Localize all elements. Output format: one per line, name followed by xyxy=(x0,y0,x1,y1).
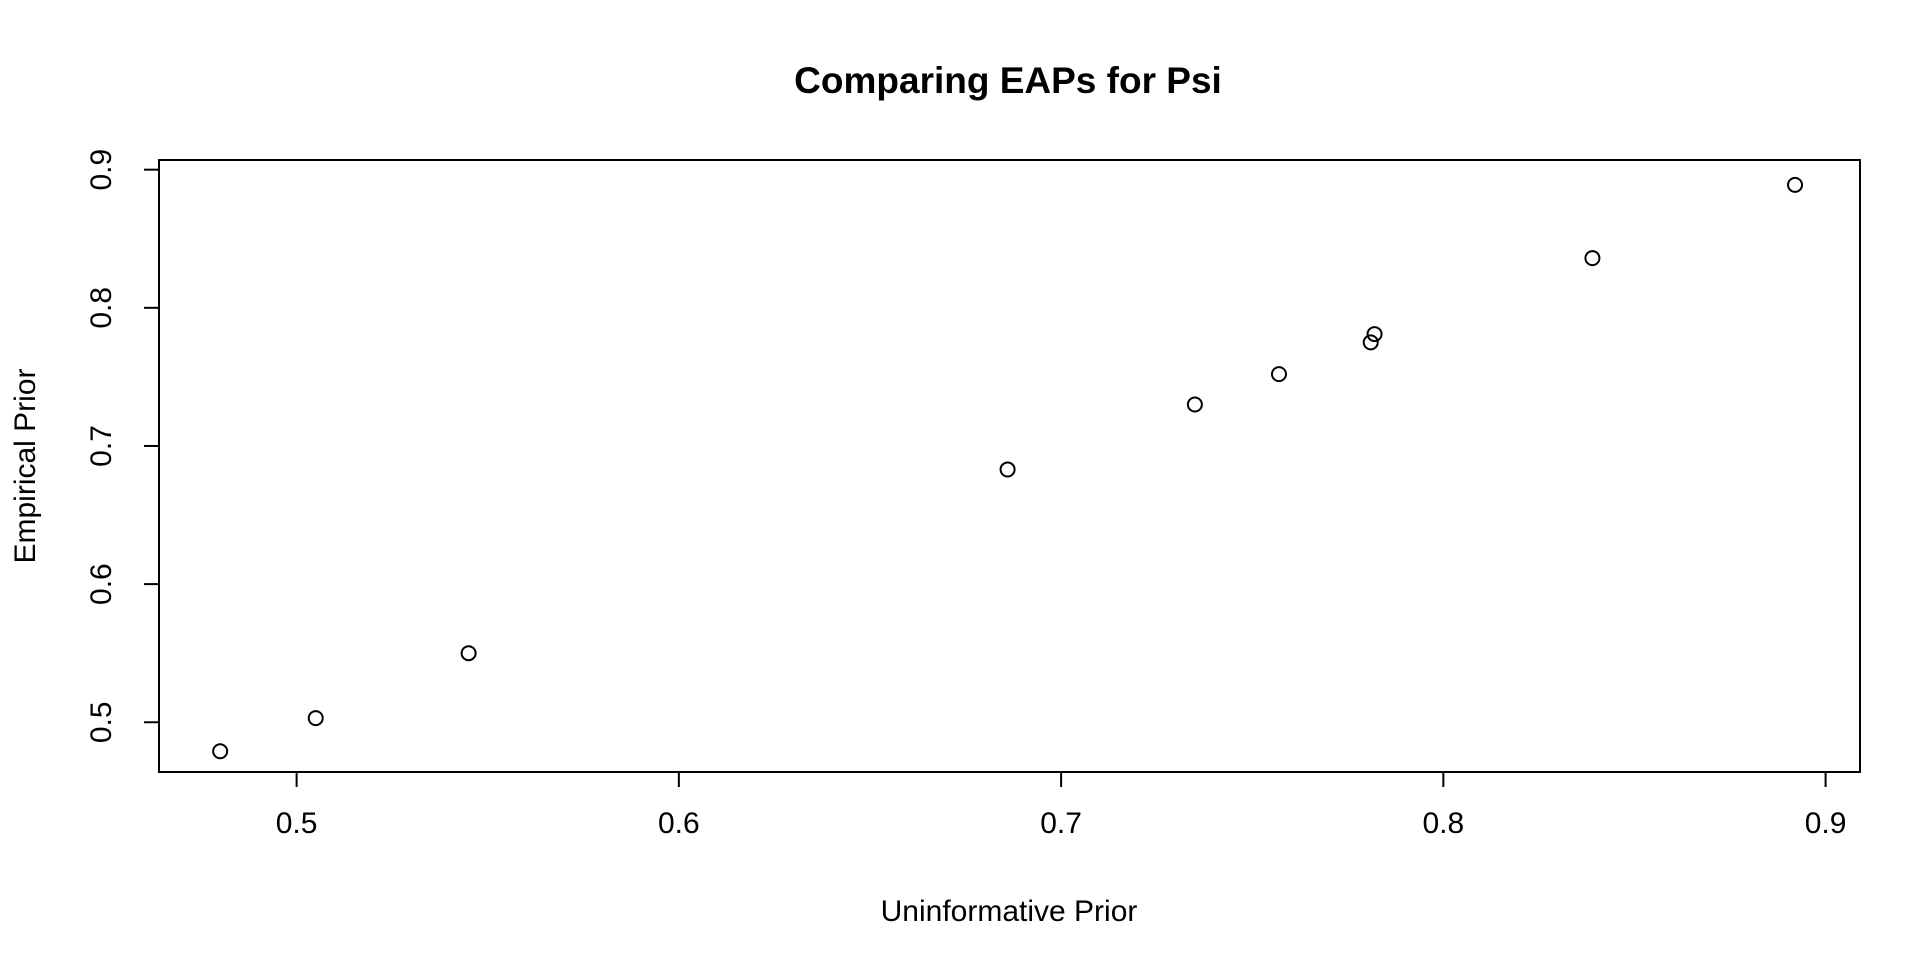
data-point xyxy=(1366,326,1383,343)
data-points xyxy=(212,176,1804,760)
plot-frame xyxy=(158,159,1861,773)
y-axis: 0.5 0.6 0.7 0.8 0.9 xyxy=(85,149,160,743)
data-point xyxy=(1787,176,1804,193)
y-tick-label: 0.5 xyxy=(85,701,118,743)
x-tick-label: 0.8 xyxy=(1422,807,1464,840)
data-point xyxy=(212,743,229,760)
data-point xyxy=(460,645,477,662)
y-tick-label: 0.9 xyxy=(85,149,118,191)
x-axis-label: Uninformative Prior xyxy=(881,895,1138,928)
y-tick-label: 0.6 xyxy=(85,563,118,605)
x-tick-label: 0.7 xyxy=(1040,807,1082,840)
x-tick-label: 0.9 xyxy=(1805,807,1847,840)
data-point xyxy=(1270,366,1287,383)
data-point xyxy=(307,710,324,727)
x-tick-label: 0.5 xyxy=(276,807,318,840)
y-tick-label: 0.8 xyxy=(85,287,118,329)
data-point xyxy=(999,461,1016,478)
chart-title: Comparing EAPs for Psi xyxy=(794,60,1222,101)
y-axis-label: Empirical Prior xyxy=(9,368,42,563)
x-tick-label: 0.6 xyxy=(658,807,700,840)
data-point xyxy=(1186,396,1203,413)
x-axis: 0.5 0.6 0.7 0.8 0.9 xyxy=(276,771,1847,840)
data-point xyxy=(1584,250,1601,267)
data-point xyxy=(1362,334,1379,351)
y-tick-label: 0.7 xyxy=(85,425,118,467)
